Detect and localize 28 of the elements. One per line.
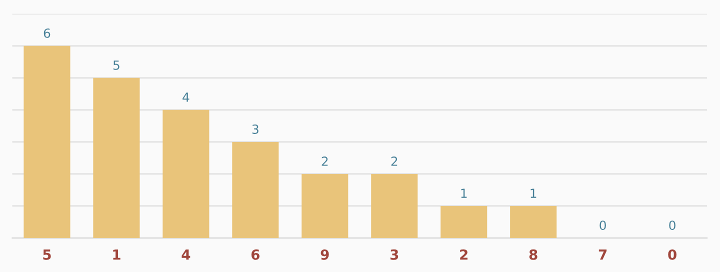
bar	[440, 206, 488, 238]
x-tick-label: 2	[460, 249, 468, 260]
data-label: 2	[391, 156, 398, 166]
bar	[232, 142, 279, 238]
x-tick-label: 9	[320, 249, 329, 260]
data-label: 0	[669, 220, 676, 230]
bar	[510, 206, 557, 238]
x-tick-label: 1	[113, 250, 120, 260]
data-label: 3	[252, 124, 258, 134]
x-tick-label: 6	[251, 249, 260, 260]
x-tick-label: 3	[390, 249, 398, 260]
data-label: 2	[322, 156, 328, 166]
data-label: 6	[44, 28, 50, 38]
data-label: 4	[182, 92, 190, 102]
data-label: 0	[600, 220, 606, 230]
x-tick-label: 7	[598, 250, 607, 260]
x-tick-label: 5	[43, 250, 51, 260]
bar	[371, 174, 418, 238]
data-label: 1	[530, 188, 536, 198]
x-tick-label: 4	[182, 250, 190, 260]
data-label: 5	[113, 60, 120, 70]
bar	[162, 110, 210, 238]
bar	[93, 78, 140, 238]
data-label: 1	[461, 188, 467, 198]
x-tick-label: 0	[668, 249, 676, 260]
bar	[24, 46, 70, 238]
bar	[302, 174, 348, 238]
x-tick-label: 8	[529, 249, 538, 260]
